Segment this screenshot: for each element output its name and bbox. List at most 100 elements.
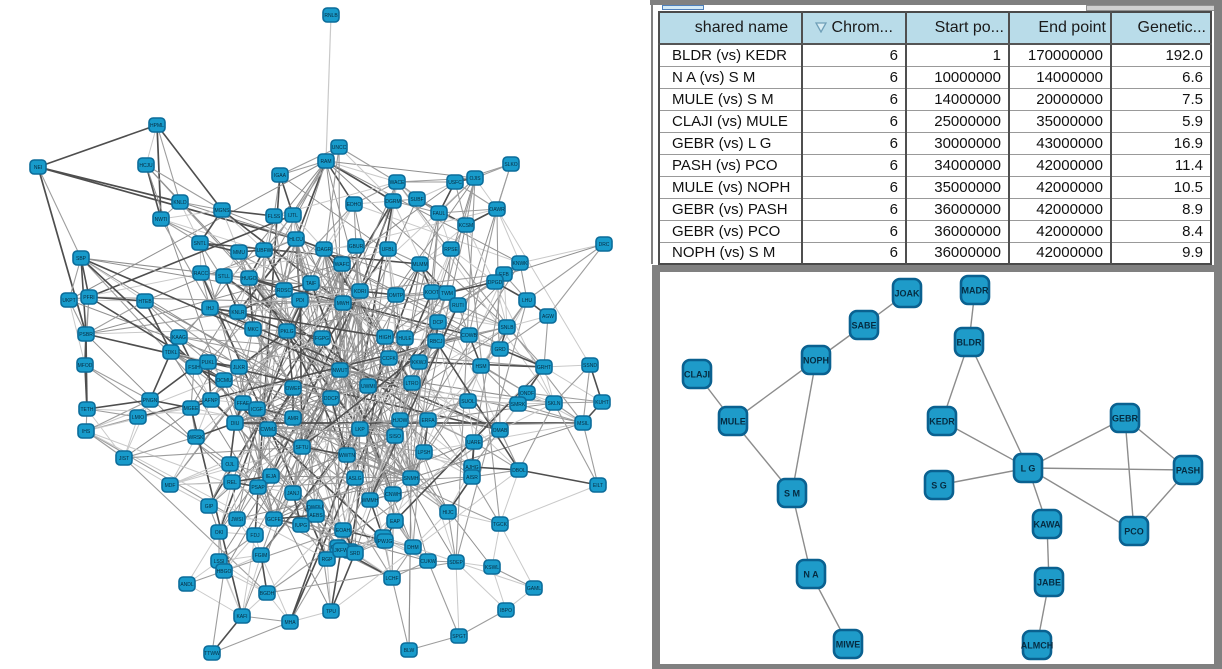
svg-text:SNLB: SNLB — [500, 325, 514, 331]
svg-text:FDJ: FDJ — [250, 533, 260, 539]
svg-text:SMRK: SMRK — [511, 402, 526, 408]
svg-text:MULE: MULE — [720, 417, 746, 427]
svg-text:TDKL: TDKL — [165, 350, 178, 356]
svg-text:RACC: RACC — [194, 271, 209, 277]
svg-text:IBPO: IBPO — [500, 608, 512, 614]
svg-text:FSIH: FSIH — [188, 365, 200, 371]
svg-text:GRD: GRD — [494, 347, 506, 353]
svg-text:UFBL: UFBL — [382, 247, 395, 253]
svg-text:RBCJ: RBCJ — [429, 339, 443, 345]
svg-text:SNMH: SNMH — [404, 476, 419, 482]
svg-text:PWJG: PWJG — [378, 539, 393, 545]
svg-text:IUPG: IUPG — [295, 523, 307, 529]
svg-text:GAML: GAML — [527, 586, 541, 592]
svg-text:RPSE: RPSE — [444, 247, 458, 253]
svg-text:CWMJ: CWMJ — [261, 427, 276, 433]
svg-text:HUGO: HUGO — [242, 276, 257, 282]
svg-text:GRHT: GRHT — [537, 365, 551, 371]
svg-text:MSIL: MSIL — [577, 421, 589, 427]
svg-text:PDI: PDI — [296, 298, 304, 304]
svg-text:MFOD: MFOD — [78, 363, 93, 369]
svg-text:TAIF: TAIF — [306, 281, 316, 287]
svg-text:DDCP: DDCP — [324, 396, 339, 402]
svg-text:SDEP: SDEP — [449, 560, 463, 566]
svg-text:SRD: SRD — [350, 551, 361, 557]
svg-text:CLAJI: CLAJI — [684, 370, 710, 380]
svg-text:KKWJ: KKWJ — [412, 360, 426, 366]
svg-text:MHA: MHA — [284, 620, 296, 626]
svg-text:L G: L G — [1021, 464, 1036, 474]
svg-text:HSM: HSM — [475, 364, 486, 370]
svg-text:IHJ: IHJ — [206, 306, 214, 312]
svg-text:OCMU: OCMU — [216, 378, 232, 384]
svg-text:SUBF: SUBF — [410, 197, 423, 203]
svg-text:BGDH: BGDH — [260, 591, 275, 597]
svg-text:LKP: LKP — [355, 427, 365, 433]
svg-text:KNLR: KNLR — [231, 310, 245, 316]
svg-text:PKLG: PKLG — [280, 329, 293, 335]
svg-text:WACE: WACE — [390, 180, 405, 186]
svg-text:FAUL: FAUL — [433, 211, 446, 217]
svg-text:ALMCH: ALMCH — [1021, 641, 1054, 651]
svg-text:SPGT: SPGT — [452, 634, 466, 640]
svg-text:HJOW: HJOW — [393, 418, 408, 424]
svg-text:KCSM: KCSM — [459, 223, 473, 229]
svg-text:KAAG: KAAG — [172, 335, 186, 341]
svg-text:AMR: AMR — [287, 416, 299, 422]
svg-text:HTEB: HTEB — [138, 299, 152, 305]
svg-text:RUTI: RUTI — [452, 303, 464, 309]
svg-text:LCHF: LCHF — [385, 576, 398, 582]
svg-text:GEBR: GEBR — [1112, 414, 1139, 424]
svg-text:MIWE: MIWE — [836, 640, 861, 650]
svg-text:PCO: PCO — [1124, 527, 1144, 537]
svg-text:HIGH: HIGH — [379, 335, 392, 341]
svg-text:MWH: MWH — [337, 301, 350, 307]
svg-text:PASH: PASH — [1176, 466, 1200, 476]
svg-text:KEDR: KEDR — [929, 417, 955, 427]
svg-text:KAFI: KAFI — [236, 614, 247, 620]
svg-text:PSBR: PSBR — [79, 332, 93, 338]
svg-text:RDSC: RDSC — [277, 288, 292, 294]
svg-text:MMU: MMU — [233, 250, 245, 256]
svg-text:GCFE: GCFE — [267, 517, 282, 523]
svg-text:DCP: DCP — [433, 320, 444, 326]
svg-text:WMMH: WMMH — [362, 498, 379, 504]
svg-text:FGIM: FGIM — [255, 553, 268, 559]
svg-text:KSWL: KSWL — [485, 565, 499, 571]
svg-text:JANJ: JANJ — [287, 491, 299, 497]
svg-text:OMTP: OMTP — [389, 293, 404, 299]
svg-text:TTWW: TTWW — [204, 651, 220, 657]
svg-text:AEBS: AEBS — [309, 513, 323, 519]
svg-text:FFAE: FFAE — [237, 401, 250, 407]
svg-text:MGNS: MGNS — [215, 208, 231, 214]
svg-text:EDHO: EDHO — [347, 202, 362, 208]
svg-text:EFB: EFB — [499, 272, 509, 278]
svg-text:IJTL: IJTL — [288, 213, 298, 219]
svg-text:OAGR: OAGR — [317, 247, 332, 253]
svg-text:MLMM: MLMM — [412, 262, 427, 268]
svg-text:GBUR: GBUR — [349, 244, 364, 250]
svg-text:AGW: AGW — [542, 314, 554, 320]
svg-text:IHS: IHS — [82, 429, 91, 435]
svg-text:HCJU: HCJU — [139, 163, 153, 169]
svg-text:NOPH: NOPH — [803, 356, 829, 366]
svg-text:BLDR: BLDR — [957, 338, 982, 348]
svg-text:SISO: SISO — [389, 434, 401, 440]
svg-text:MADR: MADR — [962, 286, 989, 296]
svg-text:LHU: LHU — [522, 298, 532, 304]
svg-text:DGRM: DGRM — [385, 199, 400, 205]
svg-text:LSSI: LSSI — [214, 559, 225, 565]
svg-text:KUHT: KUHT — [595, 400, 609, 406]
svg-text:MGEE: MGEE — [184, 406, 199, 412]
svg-text:EAP: EAP — [390, 519, 401, 525]
svg-text:UKPT: UKPT — [62, 298, 75, 304]
svg-text:STLL: STLL — [218, 274, 230, 280]
svg-text:SABE: SABE — [851, 321, 876, 331]
svg-text:OJL: OJL — [225, 462, 234, 468]
svg-text:N A: N A — [803, 570, 819, 580]
svg-text:LTRO: LTRO — [406, 381, 419, 387]
svg-text:SBP: SBP — [76, 256, 87, 262]
svg-text:LPSH: LPSH — [417, 450, 430, 456]
svg-text:PUKL: PUKL — [201, 360, 214, 366]
svg-text:JKFW: JKFW — [334, 548, 348, 554]
